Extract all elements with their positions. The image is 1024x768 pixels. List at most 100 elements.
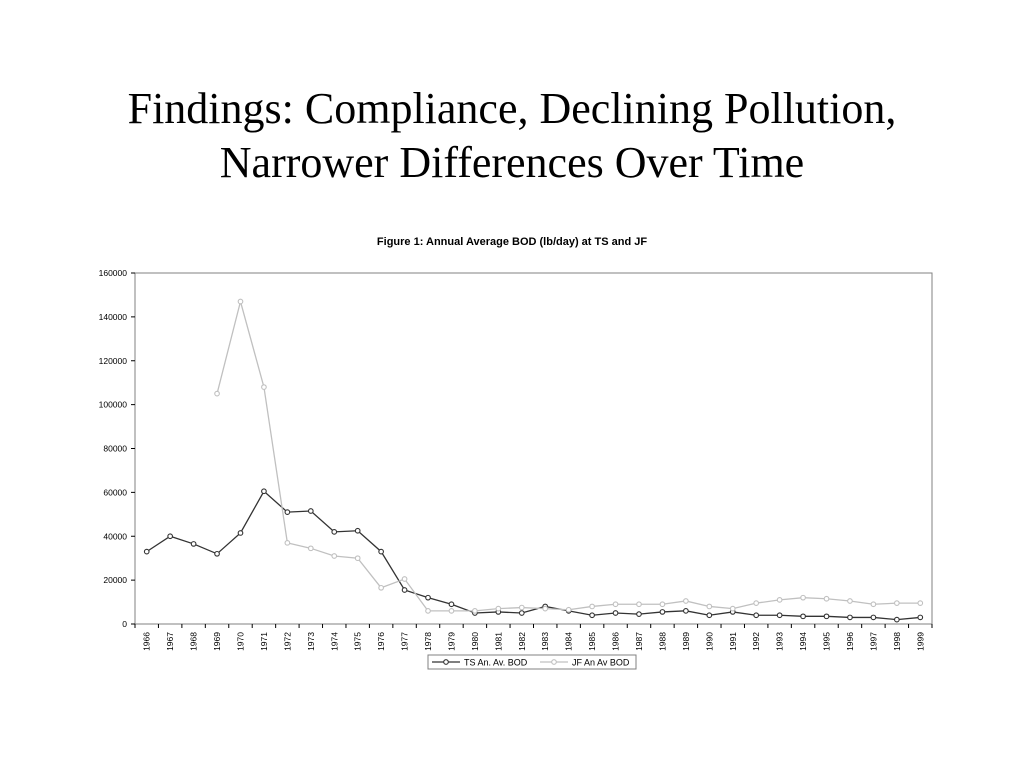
data-point-series-1 — [167, 533, 174, 540]
data-point-series-1 — [706, 612, 713, 619]
y-tick-label: 120000 — [99, 356, 128, 366]
x-tick-label: 1984 — [564, 632, 574, 651]
data-point-series-1 — [378, 548, 384, 555]
data-point-series-1 — [659, 609, 666, 615]
x-tick-label: 1979 — [446, 632, 456, 651]
y-tick-label: 0 — [122, 619, 127, 629]
data-point-series-1 — [683, 607, 689, 614]
x-tick-label: 1974 — [329, 632, 339, 651]
data-point-series-2 — [331, 553, 338, 559]
data-point-series-1 — [354, 527, 361, 534]
y-tick-label: 40000 — [103, 531, 127, 541]
data-point-series-1 — [800, 613, 806, 620]
data-point-series-2 — [565, 606, 572, 613]
x-tick-label: 1986 — [611, 632, 621, 651]
data-point-series-1 — [753, 612, 760, 619]
data-point-series-1 — [401, 587, 408, 593]
data-point-series-2 — [729, 605, 736, 612]
data-point-series-2 — [542, 605, 549, 612]
legend-marker-1 — [443, 659, 449, 665]
series-line-1 — [146, 490, 921, 621]
data-point-series-1 — [261, 488, 267, 495]
data-point-series-1 — [518, 610, 525, 616]
x-tick-label: 1995 — [822, 632, 832, 651]
data-point-series-2 — [284, 539, 291, 546]
x-tick-label: 1975 — [353, 632, 363, 651]
data-point-series-1 — [776, 612, 783, 619]
x-tick-label: 1987 — [634, 632, 644, 651]
y-tick-label: 160000 — [99, 268, 128, 278]
data-point-series-2 — [917, 600, 924, 607]
x-tick-label: 1996 — [845, 632, 855, 651]
x-tick-label: 1985 — [587, 632, 597, 651]
y-tick-label: 20000 — [103, 575, 127, 585]
data-point-series-2 — [870, 601, 877, 608]
data-point-series-1 — [917, 614, 924, 621]
figure-title: Figure 1: Annual Average BOD (lb/day) at… — [377, 236, 647, 248]
data-point-series-1 — [214, 550, 220, 557]
data-point-series-1 — [448, 601, 455, 608]
data-point-series-1 — [870, 614, 877, 621]
x-tick-label: 1970 — [235, 632, 245, 651]
x-tick-label: 1973 — [306, 632, 316, 651]
data-point-series-1 — [589, 612, 595, 619]
x-tick-label: 1992 — [751, 632, 761, 651]
data-point-series-2 — [893, 600, 900, 607]
legend-marker-2 — [551, 659, 557, 665]
x-tick-label: 1988 — [657, 632, 667, 651]
slide-title-line-1: Findings: Compliance, Declining Pollutio… — [127, 84, 897, 133]
data-point-series-2 — [261, 384, 267, 390]
data-point-series-2 — [472, 607, 478, 614]
data-point-series-2 — [706, 603, 713, 610]
data-point-series-2 — [518, 604, 525, 611]
x-tick-label: 1990 — [704, 632, 714, 651]
data-point-series-1 — [823, 613, 830, 620]
x-tick-label: 1978 — [423, 632, 433, 651]
x-tick-label: 1998 — [892, 632, 902, 651]
data-point-series-2 — [636, 601, 642, 608]
data-point-series-2 — [683, 598, 689, 604]
x-tick-label: 1972 — [282, 632, 292, 651]
data-point-series-1 — [284, 509, 291, 515]
data-point-series-1 — [893, 616, 900, 623]
data-point-series-2 — [659, 601, 666, 608]
x-tick-label: 1968 — [189, 632, 199, 651]
slide-title: Findings: Compliance, Declining Pollutio… — [0, 82, 1024, 190]
data-point-series-2 — [237, 298, 244, 305]
y-tick-label: 80000 — [103, 444, 127, 454]
data-point-series-1 — [143, 548, 150, 555]
legend-label-2: JF An Av BOD — [572, 658, 630, 668]
data-point-series-2 — [589, 603, 595, 610]
data-point-series-1 — [307, 508, 314, 514]
x-tick-label: 1967 — [165, 632, 175, 651]
data-point-series-2 — [448, 607, 455, 614]
data-point-series-1 — [636, 611, 642, 617]
data-point-series-2 — [847, 598, 853, 604]
data-point-series-1 — [331, 529, 338, 535]
data-point-series-2 — [823, 595, 830, 602]
data-point-series-1 — [847, 614, 853, 621]
slide-title-line-2: Narrower Differences Over Time — [219, 138, 805, 187]
x-tick-label: 1989 — [681, 632, 691, 651]
x-tick-label: 1969 — [212, 632, 222, 651]
x-tick-label: 1999 — [915, 632, 925, 651]
data-point-series-2 — [214, 390, 220, 397]
y-tick-label: 60000 — [103, 487, 127, 497]
data-point-series-2 — [776, 597, 783, 603]
data-point-series-2 — [612, 601, 619, 608]
data-point-series-1 — [612, 610, 619, 616]
data-point-series-1 — [425, 594, 431, 601]
plot-area — [134, 272, 933, 625]
y-tick-label: 140000 — [99, 312, 128, 322]
data-point-series-2 — [378, 584, 384, 591]
x-tick-label: 1981 — [493, 632, 503, 651]
x-tick-label: 1976 — [376, 632, 386, 651]
data-point-series-2 — [495, 605, 502, 612]
data-point-series-2 — [401, 576, 408, 582]
legend-label-1: TS An. Av. BOD — [464, 658, 528, 668]
x-tick-label: 1966 — [142, 632, 152, 651]
data-point-series-1 — [190, 541, 197, 547]
data-point-series-1 — [237, 530, 244, 536]
x-tick-label: 1994 — [798, 632, 808, 651]
data-point-series-2 — [425, 607, 431, 614]
